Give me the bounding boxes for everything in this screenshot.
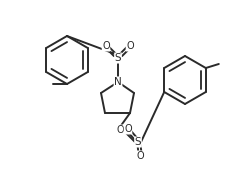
Text: O: O (102, 41, 110, 51)
Text: O: O (124, 124, 132, 134)
Text: S: S (115, 53, 121, 63)
Text: O: O (136, 151, 144, 161)
Text: O: O (126, 41, 134, 51)
Text: O: O (116, 125, 124, 135)
Text: S: S (135, 137, 141, 147)
Text: N: N (114, 77, 122, 87)
